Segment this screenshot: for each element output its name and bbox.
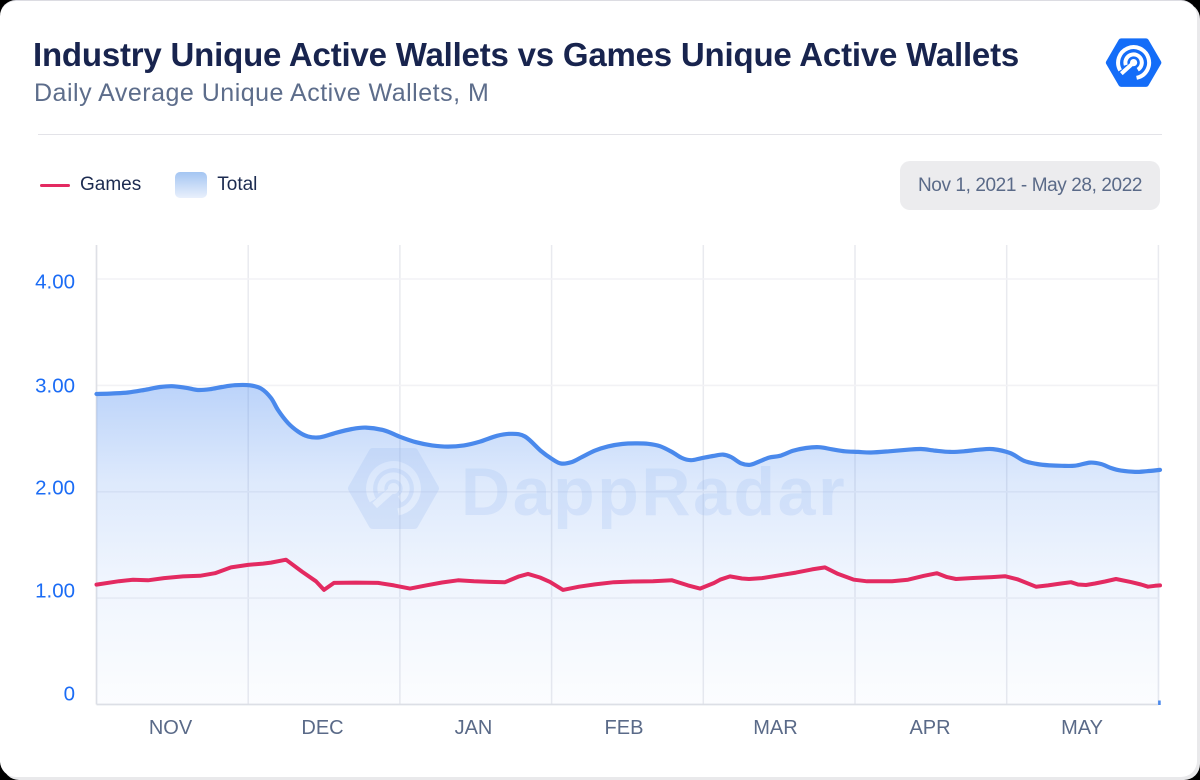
svg-text:0: 0 (64, 683, 75, 706)
svg-text:2.00: 2.00 (35, 477, 75, 500)
svg-text:JAN: JAN (455, 717, 493, 739)
svg-text:3.00: 3.00 (35, 375, 75, 398)
svg-text:4.00: 4.00 (35, 271, 75, 294)
svg-text:FEB: FEB (605, 717, 644, 739)
svg-text:MAR: MAR (753, 717, 797, 739)
svg-text:APR: APR (909, 717, 950, 739)
svg-text:DappRadar: DappRadar (461, 454, 847, 530)
svg-text:1.00: 1.00 (35, 580, 75, 603)
svg-text:DEC: DEC (301, 717, 343, 739)
svg-text:MAY: MAY (1061, 717, 1103, 739)
svg-text:NOV: NOV (149, 717, 193, 739)
